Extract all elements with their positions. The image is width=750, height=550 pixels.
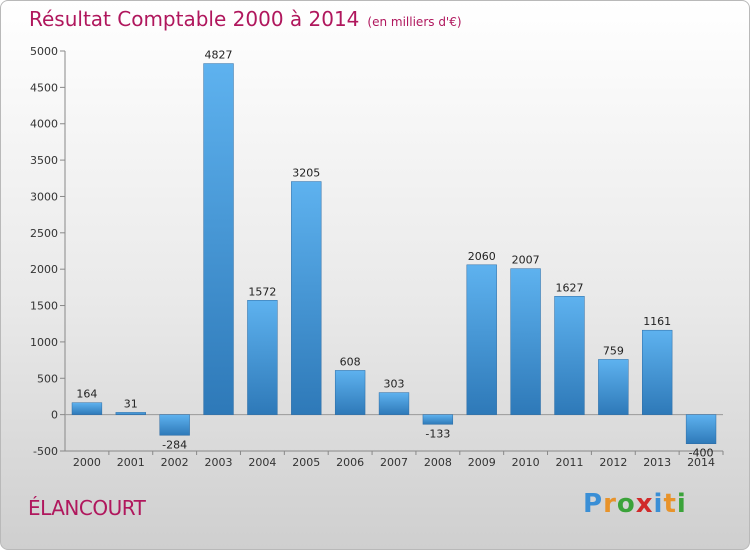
data-label: 1161 (643, 315, 671, 328)
x-tick-label: 2006 (336, 456, 364, 469)
bar (334, 370, 366, 415)
data-label: -133 (425, 427, 450, 440)
logo-letter: r (603, 489, 617, 519)
chart-axes: -500 0 500 1000 1500 2000 2500 3000 3500 4000 4500… (30, 45, 724, 469)
x-tick-label: 2001 (117, 456, 145, 469)
x-tick-label: 2000 (73, 456, 101, 469)
commune-name: ÉLANCOURT (28, 496, 146, 520)
logo-letter: t (663, 489, 677, 519)
y-tick-label: 3500 (30, 154, 58, 167)
data-label: 1572 (248, 285, 276, 298)
x-tick-label: 2002 (161, 456, 189, 469)
bar (159, 414, 190, 436)
bar (291, 181, 322, 415)
x-tick-label: 2008 (424, 456, 452, 469)
bar (554, 296, 585, 415)
chart-bars (71, 63, 717, 444)
bar (466, 264, 497, 415)
bar (378, 392, 410, 415)
data-label: 3205 (292, 167, 320, 180)
data-label: 608 (340, 355, 361, 368)
bar (685, 414, 717, 444)
y-tick-label: 500 (37, 372, 58, 385)
data-label: -400 (689, 447, 714, 460)
chart-title-text: Résultat Comptable 2000 à 2014 (29, 7, 360, 31)
bar (247, 300, 278, 415)
x-tick-label: 2005 (292, 456, 320, 469)
data-label: 31 (124, 397, 138, 410)
data-label: 164 (76, 388, 97, 401)
data-label: 759 (603, 344, 624, 357)
bar (422, 414, 454, 425)
bar (642, 329, 673, 415)
y-tick-label: 0 (51, 409, 58, 422)
y-tick-label: 2000 (30, 263, 58, 276)
bar (71, 402, 103, 415)
y-tick-label: 3000 (30, 190, 58, 203)
chart-title: Résultat Comptable 2000 à 2014 (en millie… (29, 7, 462, 31)
logo-letter: P (583, 489, 604, 519)
data-label: -284 (162, 438, 187, 451)
chart-subtitle: (en milliers d'€) (367, 15, 462, 29)
x-tick-label: 2010 (512, 456, 540, 469)
x-tick-label: 2003 (205, 456, 233, 469)
y-tick-label: 1500 (30, 300, 58, 313)
data-label: 2007 (512, 254, 540, 267)
logo-letter: i (676, 489, 687, 519)
data-label: 4827 (205, 49, 233, 62)
bar (598, 359, 629, 415)
bar (115, 412, 146, 415)
x-tick-label: 2013 (643, 456, 671, 469)
data-label: 2060 (468, 250, 496, 263)
y-tick-label: 4500 (30, 81, 58, 94)
x-tick-label: 2009 (468, 456, 496, 469)
data-label: 303 (384, 378, 405, 391)
x-tick-label: 2004 (248, 456, 276, 469)
x-tick-label: 2011 (555, 456, 583, 469)
logo-letter: i (653, 489, 664, 519)
x-tick-label: 2012 (599, 456, 627, 469)
x-tick-label: 2014 (687, 456, 715, 469)
data-label: 1627 (555, 281, 583, 294)
bar (203, 63, 234, 415)
logo-letter: x (635, 489, 654, 519)
y-tick-label: 1000 (30, 336, 58, 349)
y-tick-label: 2500 (30, 227, 58, 240)
proxiti-logo: Proxiti (583, 489, 687, 519)
y-tick-label: 5000 (30, 45, 58, 58)
bar (510, 268, 541, 415)
logo-letter: o (616, 489, 636, 519)
x-tick-label: 2007 (380, 456, 408, 469)
y-tick-label: 4000 (30, 118, 58, 131)
chart-data-labels: 164 31 -284 4827 1572 3205 608 303 -133 2060 2007 1… (76, 49, 713, 460)
y-tick-label: -500 (33, 445, 58, 458)
